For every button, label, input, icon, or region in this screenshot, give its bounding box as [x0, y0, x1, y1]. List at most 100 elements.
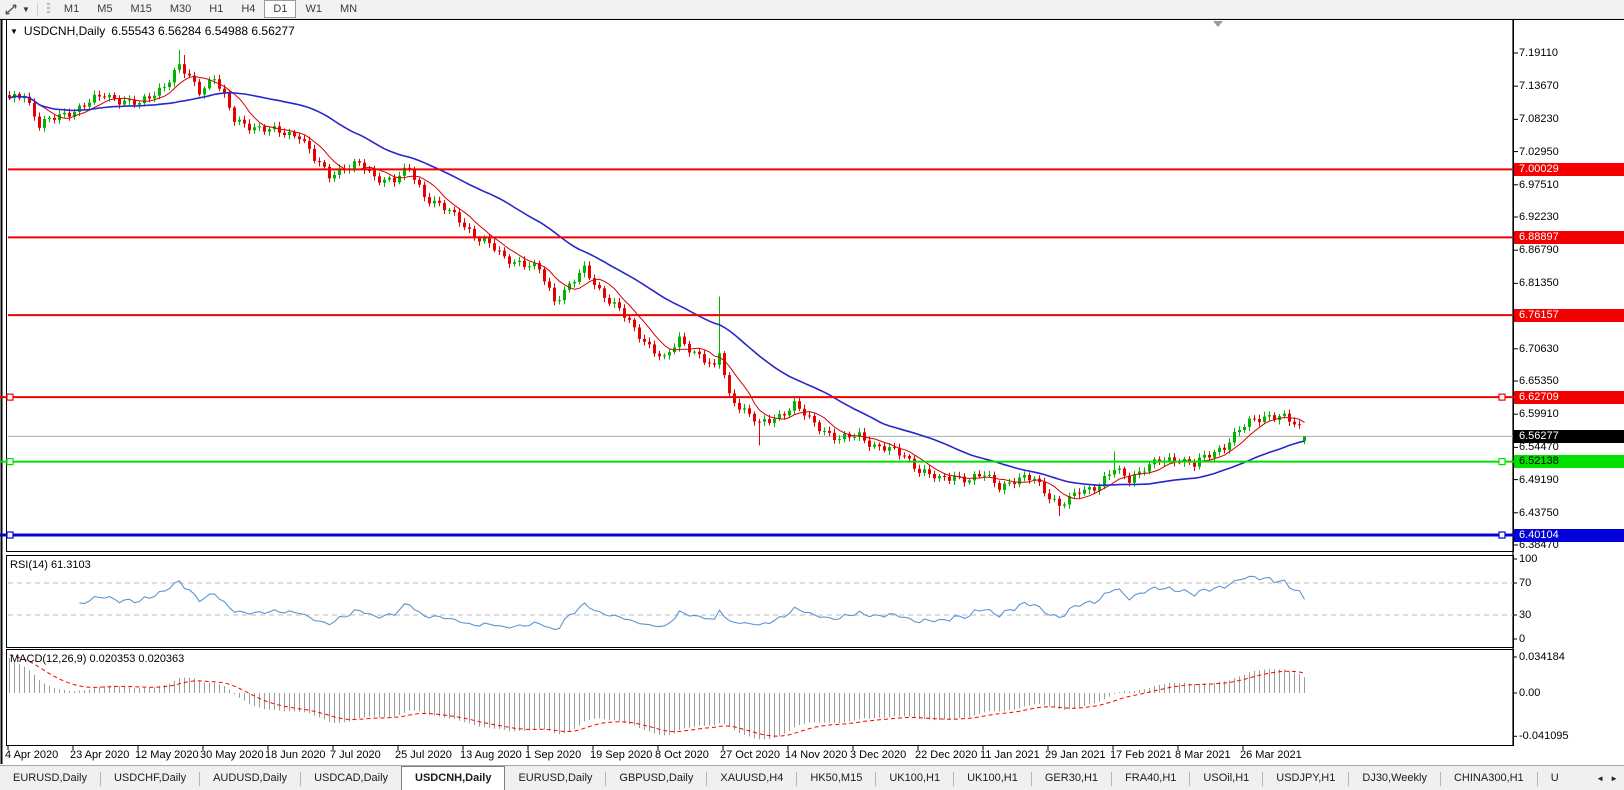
price-level-badge[interactable]: 6.52138: [1514, 455, 1624, 469]
date-axis-label: 18 Jun 2020: [265, 749, 326, 761]
tab-scroll-right-icon[interactable]: ►: [1610, 774, 1618, 783]
date-axis-label: 8 Mar 2021: [1175, 749, 1231, 761]
chart-tab-eurusd-daily[interactable]: EURUSD,Daily: [13, 772, 87, 784]
pointer-tool-icon[interactable]: [4, 3, 19, 16]
price-level-badge[interactable]: 6.40104: [1514, 528, 1624, 542]
date-axis-label: 4 Apr 2020: [5, 749, 59, 761]
timeframe-button-m30[interactable]: M30: [169, 3, 192, 15]
price-axis-label: 7.02950: [1519, 145, 1559, 158]
date-axis-label: 27 Oct 2020: [720, 749, 780, 761]
rsi-level-lines: [8, 582, 1513, 616]
macd-axis-label: -0.041095: [1519, 730, 1569, 743]
candlesticks[interactable]: [8, 50, 1306, 517]
price-axis-label: 6.59910: [1519, 408, 1559, 421]
date-axis-label: 3 Dec 2020: [850, 749, 907, 761]
tab-scroll-left-icon[interactable]: ◄: [1596, 774, 1605, 783]
chart-tab-gbpusd-daily[interactable]: GBPUSD,Daily: [619, 772, 694, 784]
chart-tab-usdchf-daily[interactable]: USDCHF,Daily: [113, 772, 187, 784]
price-axis-label: 6.43750: [1519, 506, 1559, 519]
tab-scroll-arrows: ◄ ►: [1592, 766, 1622, 790]
tab-separator: [796, 771, 798, 786]
chart-tab-usdcad-daily[interactable]: USDCAD,Daily: [314, 772, 389, 784]
fast-ma-line: [9, 75, 1305, 500]
chart-tab-u[interactable]: U: [1550, 772, 1559, 784]
chart-tab-usdcnh-daily[interactable]: USDCNH,Daily: [401, 766, 506, 790]
timeframe-button-d1[interactable]: D1: [264, 0, 297, 18]
timeframe-button-h1[interactable]: H1: [209, 3, 224, 15]
chart-tab-hk50-m15[interactable]: HK50,M15: [810, 772, 863, 784]
chart-ohlc-values: 6.55543 6.56284 6.54988 6.56277: [111, 24, 295, 38]
chart-tab-eurusd-daily[interactable]: EURUSD,Daily: [518, 772, 593, 784]
date-axis-label: 25 Jul 2020: [395, 749, 452, 761]
chart-shift-marker-icon[interactable]: [1213, 21, 1223, 27]
tab-separator: [99, 771, 101, 786]
chart-tab-audusd-daily[interactable]: AUDUSD,Daily: [213, 772, 288, 784]
chart-tab-uk100-h1[interactable]: UK100,H1: [889, 772, 941, 784]
chart-tab-xauusd-h4[interactable]: XAUUSD,H4: [720, 772, 784, 784]
date-axis-label: 22 Dec 2020: [915, 749, 978, 761]
timeframe-button-m1[interactable]: M1: [63, 3, 80, 15]
chart-tab-ger30-h1[interactable]: GER30,H1: [1044, 772, 1099, 784]
rsi-axis-label: 30: [1519, 609, 1532, 621]
date-axis-label: 26 Mar 2021: [1240, 749, 1302, 761]
chart-tab-bar: EURUSD,Daily USDCHF,Daily AUDUSD,Daily USDC…: [0, 765, 1624, 790]
chart-tab-usdjpy-h1[interactable]: USDJPY,H1: [1276, 772, 1336, 784]
rsi-axis-label: 0: [1519, 633, 1526, 645]
chart-tab-usoil-h1[interactable]: USOil,H1: [1203, 772, 1250, 784]
timeframe-button-w1[interactable]: W1: [305, 3, 322, 15]
date-axis-label: 11 Jan 2021: [980, 749, 1040, 761]
price-level-badge[interactable]: 6.88897: [1514, 230, 1624, 244]
macd-indicator-label: MACD(12,26,9) 0.020353 0.020363: [10, 653, 185, 665]
tab-separator: [1111, 771, 1113, 786]
chart-tab-fra40-h1[interactable]: FRA40,H1: [1125, 772, 1177, 784]
timeframe-button-m15[interactable]: M15: [130, 3, 152, 15]
timeframe-button-m5[interactable]: M5: [97, 3, 113, 15]
chart-title: ▼ USDCNH,Daily 6.55543 6.56284 6.54988 6…: [10, 24, 295, 38]
tab-separator: [1439, 771, 1441, 786]
date-axis-label: 30 May 2020: [200, 749, 264, 761]
tab-separator: [875, 771, 877, 786]
chart-tab-dj30-weekly[interactable]: DJ30,Weekly: [1362, 772, 1427, 784]
panel-frames: [0, 19, 1624, 764]
rsi-line: [79, 575, 1305, 631]
price-axis-label: 6.81350: [1519, 277, 1559, 290]
chart-tab-uk100-h1[interactable]: UK100,H1: [967, 772, 1018, 784]
price-axis-label: 7.13670: [1519, 80, 1559, 93]
chart-collapse-icon[interactable]: ▼: [10, 26, 18, 36]
toolbar-grip-handle[interactable]: [46, 3, 50, 15]
price-axis-label: 6.86790: [1519, 244, 1559, 257]
tab-separator: [1189, 771, 1191, 786]
tab-separator: [605, 771, 607, 786]
timeframe-button-mn[interactable]: MN: [339, 3, 358, 15]
price-axis-label: 6.54470: [1519, 441, 1559, 454]
slow-ma-line: [9, 91, 1305, 487]
price-axis-label: 7.08230: [1519, 113, 1559, 126]
macd-axis-label: 0.034184: [1519, 651, 1565, 663]
price-axis-label: 6.92230: [1519, 211, 1559, 223]
tab-separator: [1348, 771, 1350, 786]
tab-separator: [1030, 771, 1032, 786]
price-level-badge[interactable]: 6.76157: [1514, 308, 1624, 322]
price-axis-label: 6.70630: [1519, 342, 1559, 355]
price-axis-label: 6.97510: [1519, 178, 1559, 191]
price-level-badge[interactable]: 7.00029: [1514, 162, 1624, 176]
horizontal-line-objects[interactable]: [0, 168, 1624, 539]
price-axis-label: 6.38470: [1519, 539, 1559, 551]
chart-symbol-period: USDCNH,Daily: [23, 24, 106, 38]
tab-separator: [300, 771, 302, 786]
date-axis-label: 17 Feb 2021: [1110, 749, 1172, 761]
pointer-tool-caret-icon[interactable]: ▼: [22, 4, 30, 14]
tab-separator: [199, 771, 201, 786]
date-axis-label: 29 Jan 2021: [1045, 749, 1106, 761]
timeframe-button-h4[interactable]: H4: [241, 3, 256, 15]
price-level-badge[interactable]: 6.62709: [1514, 390, 1624, 404]
chart-tab-china300-h1[interactable]: CHINA300,H1: [1453, 772, 1524, 784]
date-axis-label: 14 Nov 2020: [785, 749, 848, 761]
date-axis-label: 19 Sep 2020: [590, 749, 653, 761]
date-axis-label: 12 May 2020: [135, 749, 199, 761]
tab-separator: [953, 771, 955, 786]
macd-axis-label: 0.00: [1519, 687, 1541, 699]
rsi-indicator-label: RSI(14) 61.3103: [10, 559, 91, 571]
